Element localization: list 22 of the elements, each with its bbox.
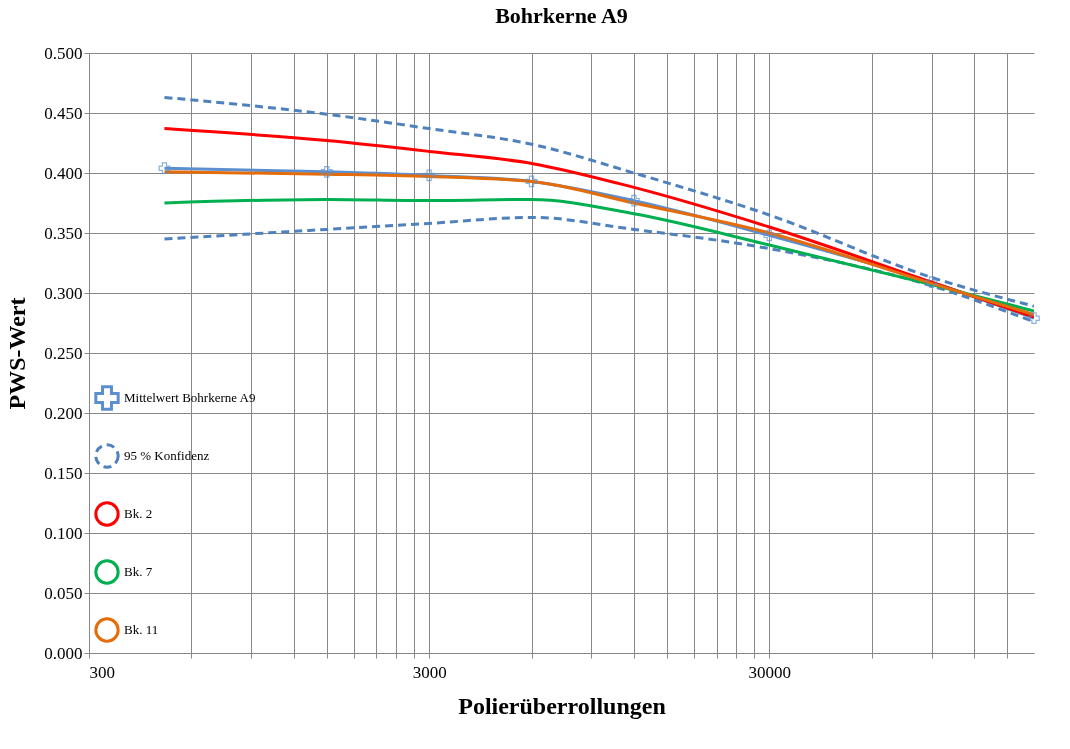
x-tick-label: 3000 <box>412 662 447 682</box>
legend-label: Bk. 7 <box>124 564 153 579</box>
y-axis-title: PWS-Wert <box>4 297 31 410</box>
y-tick-label: 0.400 <box>44 163 83 183</box>
legend-label: Bk. 11 <box>124 622 159 637</box>
legend-label: 95 % Konfidenz <box>124 448 210 463</box>
y-tick-label: 0.100 <box>44 523 83 543</box>
y-tick-label: 0.200 <box>44 403 83 423</box>
legend-label: Mittelwert Bohrkerne A9 <box>124 390 256 405</box>
y-tick-label: 0.300 <box>44 283 83 303</box>
x-tick-label: 30000 <box>748 662 792 682</box>
y-tick-label: 0.500 <box>44 43 83 63</box>
y-tick-label: 0.250 <box>44 343 83 363</box>
x-axis-title: Polierüberrollungen <box>458 692 666 719</box>
y-tick-label: 0.150 <box>44 463 83 483</box>
x-tick-label: 300 <box>89 662 115 682</box>
y-tick-label: 0.450 <box>44 103 83 123</box>
y-tick-label: 0.050 <box>44 583 83 603</box>
chart-title: Bohrkerne A9 <box>495 3 628 28</box>
legend-label: Bk. 2 <box>124 506 153 521</box>
y-tick-label: 0.350 <box>44 223 83 243</box>
y-tick-label: 0.000 <box>44 643 83 663</box>
